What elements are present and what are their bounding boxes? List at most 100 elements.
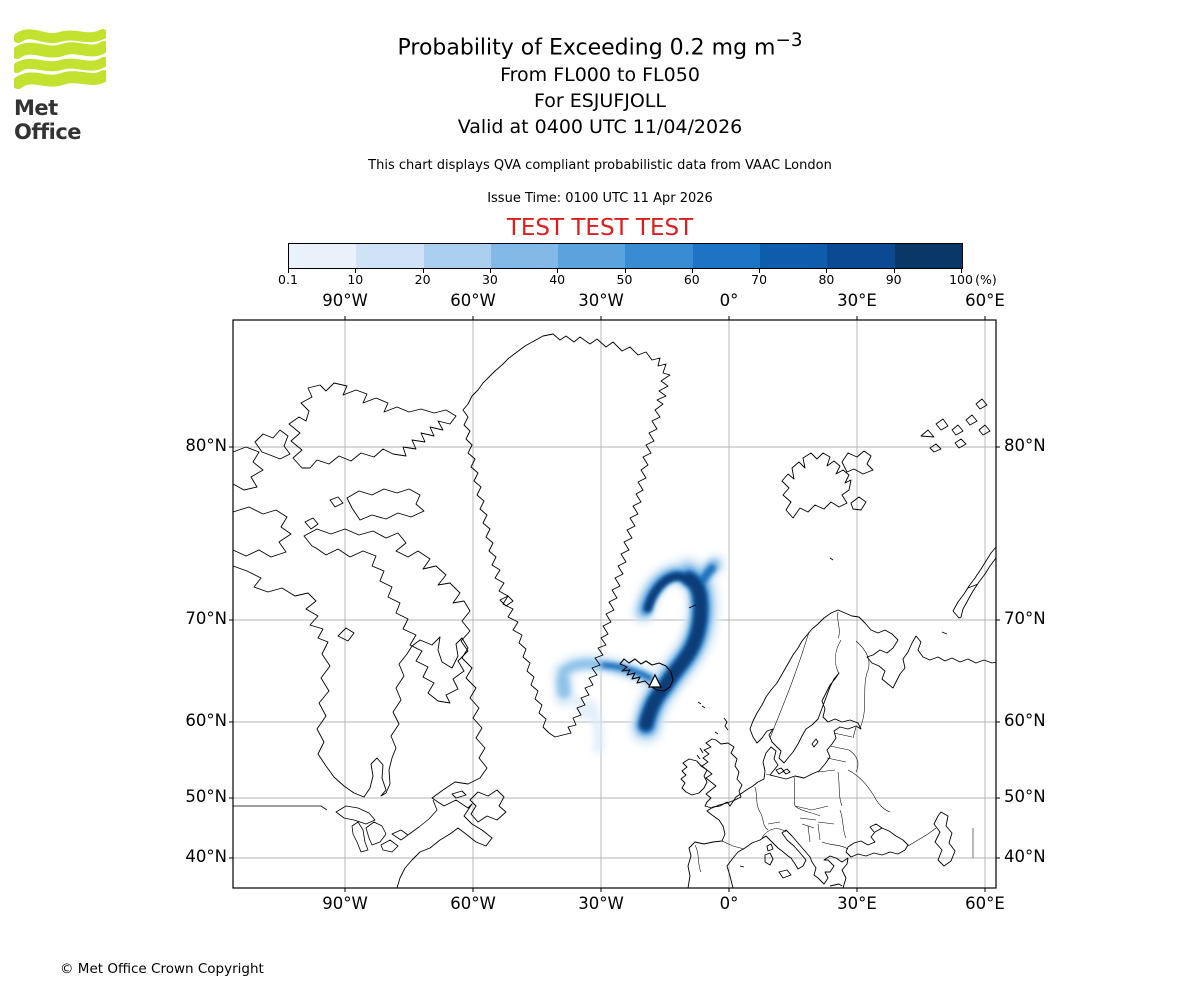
colorbar-segment [760,244,828,268]
coastline-baffin-island [303,528,471,704]
colorbar-tick [759,269,761,273]
longitude-label-top: 90°W [322,291,368,310]
colorbar-tick-label: 60 [683,272,700,287]
coastline-svalbard [781,450,874,561]
met-office-logo-text: Met Office [14,96,82,144]
colorbar-tick-label: 70 [751,272,768,287]
colorbar-segment [558,244,626,268]
latitude-label-left: 70°N [185,609,227,628]
longitude-label-top: 60°E [965,291,1005,310]
coastline-victoria-island [232,506,292,558]
copyright: © Met Office Crown Copyright [60,961,264,977]
longitude-label-bottom: 60°E [965,894,1005,913]
coastline-iceland [619,658,674,692]
latitude-label-left: 80°N [185,436,227,455]
longitude-label-top: 30°E [837,291,877,310]
subtitle-valid-time: Valid at 0400 UTC 11/04/2026 [457,116,743,138]
colorbar-tick-label: 20 [414,272,431,287]
latitude-label-left: 40°N [185,847,227,866]
coastline-greenland [462,333,671,738]
colorbar-tick-label: 10 [347,272,364,287]
coastline-caspian-sea [933,811,956,867]
coastline-great-britain [696,738,743,809]
latitude-label-right: 40°N [1004,847,1046,866]
longitude-label-top: 30°W [578,291,624,310]
latitude-label-right: 80°N [1004,436,1046,455]
colorbar-tick [355,269,357,273]
colorbar-tick [557,269,559,273]
colorbar-tick [422,269,424,273]
colorbar-tick [826,269,828,273]
coastlines [232,333,997,889]
longitude-label-top: 60°W [450,291,496,310]
page-title: Probability of Exceeding 0.2 mg m−3 [397,30,803,61]
colorbar-tick [961,269,962,273]
st-lawrence-river [407,799,438,836]
coastline-franz-josef-land [920,398,991,453]
colorbar-segment [289,244,357,268]
longitude-label-bottom: 90°W [322,894,368,913]
probability-colorbar [288,243,963,269]
coastline-faroes-shetland-orkney [697,701,729,735]
longitude-label-bottom: 60°W [450,894,496,913]
colorbar-tick [288,269,289,273]
coastline-mediterranean [726,829,849,889]
great-lakes [335,805,409,853]
colorbar-tick-label: 100 [949,272,973,287]
colorbar-tick [624,269,626,273]
qva-note: This chart displays QVA compliant probab… [368,158,832,173]
colorbar-tick [893,269,895,273]
latitude-label-right: 70°N [1004,609,1046,628]
colorbar-segment [894,244,962,268]
colorbar-tick [691,269,693,273]
colorbar-segment [490,244,559,268]
longitude-label-top: 0° [719,291,739,310]
latitude-label-right: 60°N [1004,711,1046,730]
colorbar-tick-label: 90 [885,272,902,287]
us-canada-border [233,805,328,811]
test-banner: TEST TEST TEST [506,215,694,241]
coastline-small-arctic-islands [304,496,514,642]
map-area [229,316,1000,896]
met-office-logo-waves-icon [11,29,110,89]
issue-time: Issue Time: 0100 UTC 11 Apr 2026 [487,191,713,206]
coastline-denmark-islands-gotland [775,738,819,775]
colorbar-segment [356,244,424,268]
coastline-anticosti [451,790,467,799]
volcano-marker [648,673,662,688]
coastline-black-sea [845,823,909,858]
coastline-canada-mainland-hudson-bay [232,565,493,889]
graticule-gridlines [233,320,996,888]
coastline-newfoundland [469,789,507,823]
subtitle-flight-levels: From FL000 to FL050 [500,64,700,86]
map-canvas [229,316,1000,892]
country-borders [694,611,974,873]
colorbar-segments [289,244,962,268]
colorbar-tick-label: 30 [481,272,498,287]
colorbar-tick-label: 50 [616,272,633,287]
colorbar-unit: (%) [975,272,997,287]
colorbar-segment [423,244,491,268]
title-exponent: −3 [775,30,803,51]
colorbar-tick-label: 40 [549,272,566,287]
coastline-axel-heiberg [254,429,291,460]
coastline-italian-islands [739,843,843,887]
colorbar-segment [625,244,693,268]
longitude-label-bottom: 30°E [837,894,877,913]
coastline-jan-mayen [688,604,697,609]
coastline-ireland [680,758,708,796]
colorbar-segment [692,244,761,268]
longitude-label-bottom: 0° [719,894,739,913]
latitude-label-right: 50°N [1004,787,1046,806]
coastline-ellesmere [288,382,457,469]
subtitle-volcano: For ESJUFJOLL [534,90,666,112]
colorbar-tick-label: 80 [818,272,835,287]
coastline-banks-island [232,446,264,491]
latitude-label-left: 60°N [185,711,227,730]
met-office-logo: Met Office [11,28,124,144]
colorbar-tick [489,269,491,273]
colorbar-segment [827,244,895,268]
longitude-label-bottom: 30°W [578,894,624,913]
plume-band-dark [640,573,707,730]
